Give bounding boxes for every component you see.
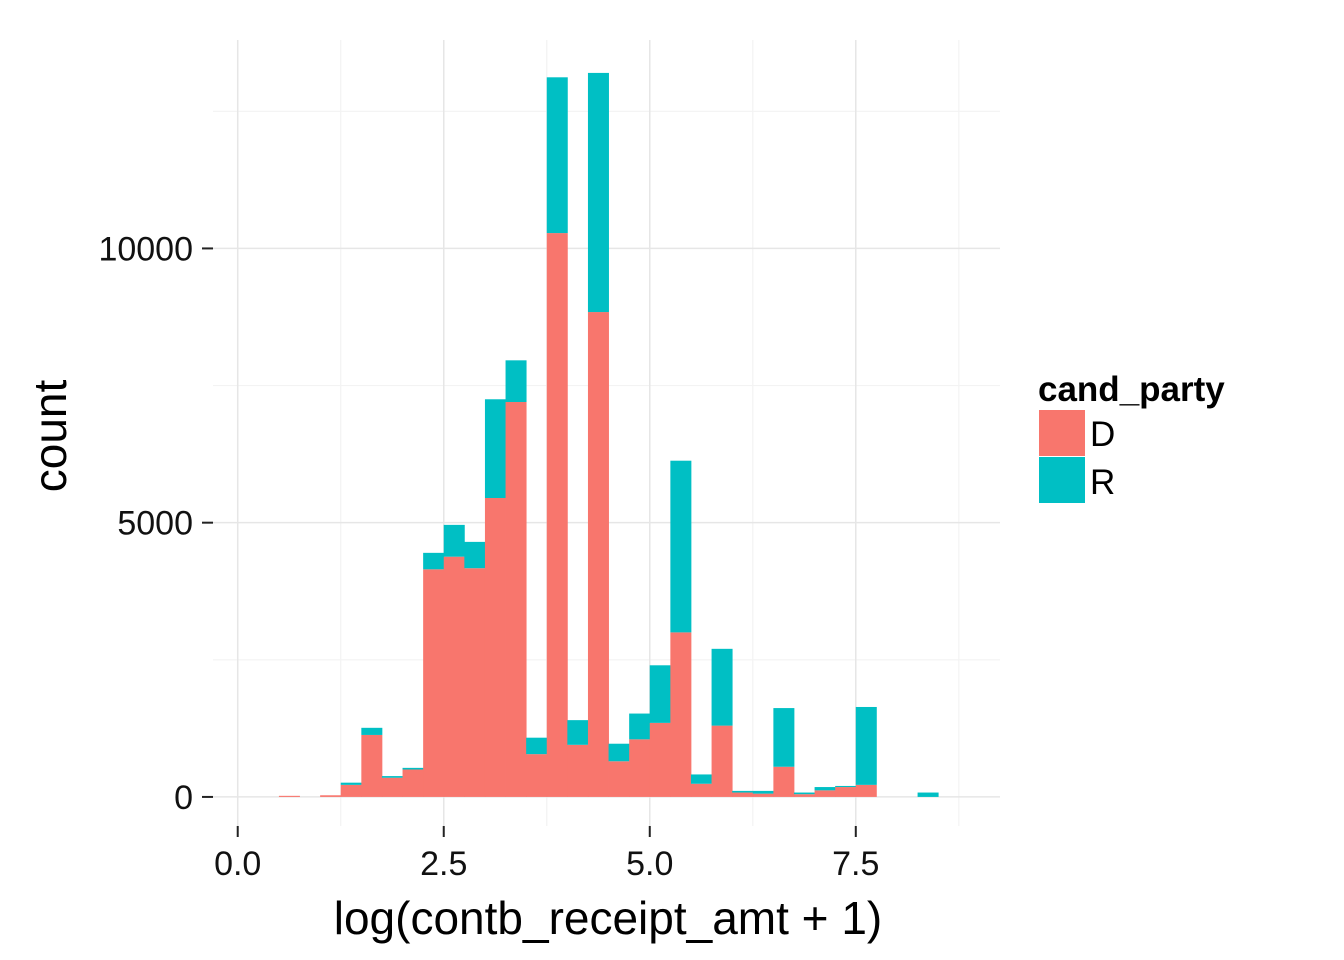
histogram-bars [278,72,939,797]
bar-d [752,793,774,797]
bar-r [814,787,836,791]
x-tick-label: 2.5 [420,845,467,883]
bar-d [608,761,630,797]
legend-key-d [1039,410,1085,456]
bar-r [773,708,795,767]
x-tick-label: 0.0 [214,845,261,883]
bar-d [484,497,506,797]
bar-d [629,739,651,797]
bar-d [732,792,754,797]
legend: cand_party D R [1038,370,1225,503]
bar-d [464,568,486,797]
legend-key-r [1039,457,1085,503]
bar-d [423,569,445,797]
bar-r [443,524,465,557]
y-tick-label: 5000 [117,505,193,543]
bar-d [381,777,403,797]
bar-d [320,795,342,797]
bar-r [546,77,568,234]
bar-r [711,648,733,726]
bar-r [587,72,609,313]
bar-d [526,754,548,797]
bar-d [690,783,712,797]
bar-d [793,794,815,797]
bar-d [711,725,733,797]
bar-r [855,706,877,785]
bar-d [505,402,527,797]
y-tick-label: 0 [174,779,193,817]
bar-d [773,766,795,797]
axes: 0 5000 10000 0.0 2.5 5.0 7.5 [98,230,879,883]
bar-r [526,737,548,755]
bar-r [835,785,857,788]
x-tick-label: 7.5 [832,845,879,883]
bar-r [402,767,424,770]
bar-r [649,665,671,723]
bar-d [587,312,609,797]
bar-r [361,727,383,735]
bar-d [546,233,568,797]
bar-r [381,776,403,778]
bar-r [423,552,445,570]
bar-r [464,541,486,569]
bar-d [855,784,877,797]
y-axis-title: count [24,380,76,493]
bar-d [278,795,300,797]
bar-d [361,734,383,797]
legend-title: cand_party [1038,370,1225,409]
bar-r [629,713,651,740]
bar-r [608,743,630,762]
bar-d [670,632,692,797]
x-axis-title: log(contb_receipt_amt + 1) [334,892,882,944]
x-tick-label: 5.0 [626,845,673,883]
bar-d [835,787,857,797]
bar-d [567,744,589,797]
bar-r [732,790,754,793]
bar-d [340,784,362,797]
legend-label-d: D [1090,415,1115,454]
bar-d [649,722,671,797]
bar-r [670,460,692,633]
bar-r [340,782,362,785]
bar-r [567,720,589,745]
legend-label-r: R [1090,463,1115,502]
y-tick-label: 10000 [98,230,193,268]
bar-r [690,774,712,784]
bar-d [443,556,465,797]
bar-d [402,769,424,797]
bar-r [752,790,774,794]
bar-r [505,360,527,403]
bar-d [814,790,836,797]
bar-r [484,399,506,498]
bar-r [917,792,939,797]
bar-r [793,792,815,795]
